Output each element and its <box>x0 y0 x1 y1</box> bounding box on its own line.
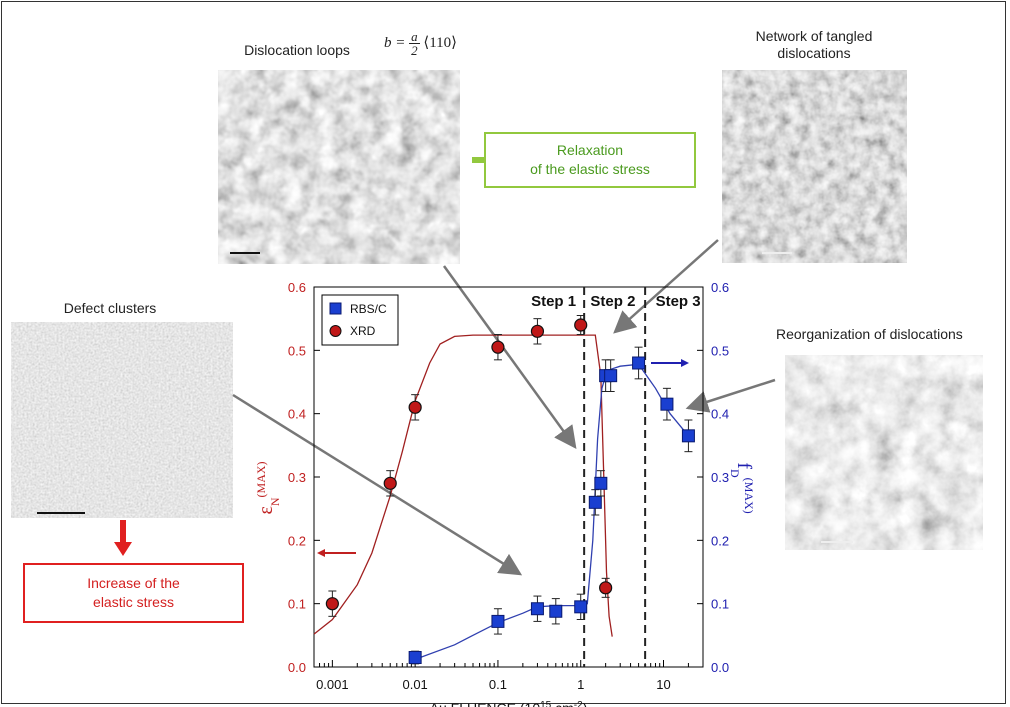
y-left-tick-label: 0.1 <box>288 597 306 612</box>
relaxation-line2: of the elastic stress <box>530 161 650 177</box>
y-left-tick-label: 0.2 <box>288 533 306 548</box>
burgers-vec: ⟨110⟩ <box>423 34 458 51</box>
y-right-axis-title-part: (MAX) <box>742 478 756 514</box>
defect-connector-arrow <box>232 393 523 576</box>
xrd-point <box>383 476 397 490</box>
y-left-axis-title-part: N <box>268 497 282 506</box>
y-right-tick-label: 0.6 <box>711 280 729 295</box>
increase-line2: elastic stress <box>93 594 174 610</box>
rbs-point <box>408 651 422 664</box>
rbs-point <box>660 397 674 411</box>
y-right-axis-title-part: D <box>728 469 742 478</box>
step-label: Step 1 <box>531 293 576 310</box>
rbs-point <box>530 602 544 616</box>
rbs-point <box>681 429 695 443</box>
x-axis-title-part: -2 <box>574 700 583 707</box>
y-left-tick-label: 0.6 <box>288 280 306 295</box>
dislocation-loops-micrograph <box>218 70 460 264</box>
y-right-tick-label: 0.0 <box>711 660 729 675</box>
x-tick-label: 0.01 <box>402 677 427 692</box>
x-tick-label: 0.001 <box>316 677 349 692</box>
x-tick-label: 0.1 <box>489 677 507 692</box>
y-right-axis-title: fD(MAX) <box>728 462 756 513</box>
x-tick-label: 1 <box>577 677 584 692</box>
xrd-point <box>408 400 422 414</box>
y-left-axis-title: εN(MAX) <box>254 461 282 514</box>
rbs-point <box>594 476 608 490</box>
xrd-point <box>599 581 613 595</box>
rbs-point <box>604 369 618 383</box>
y-right-tick-label: 0.2 <box>711 533 729 548</box>
legend-xrd-marker <box>329 325 342 337</box>
fit-curve-xrd <box>313 334 613 637</box>
rbs-point <box>491 614 505 628</box>
defect-clusters-micrograph <box>11 322 233 518</box>
network-connector-arrow <box>613 239 719 334</box>
xrd-point <box>325 597 339 611</box>
y-left-tick-label: 0.5 <box>288 343 306 358</box>
rbs-point <box>632 356 646 370</box>
y-right-tick-label: 0.5 <box>711 343 729 358</box>
burgers-num: a <box>409 29 420 44</box>
x-axis-title-part: cm <box>551 700 574 707</box>
y-left-axis-title-part: (MAX) <box>254 461 268 497</box>
xrd-point <box>530 324 545 338</box>
x-axis-title: Au FLUENCE (1015 cm-2) <box>430 700 588 707</box>
red-arrow-icon <box>114 520 132 556</box>
y-right-tick-label: 0.4 <box>711 407 729 422</box>
step-label: Step 3 <box>656 293 701 310</box>
loops-connector-arrow <box>442 265 577 450</box>
x-axis-title-part: Au FLUENCE (10 <box>430 700 541 707</box>
reorg-connector-arrow <box>685 378 776 413</box>
increase-line1: Increase of the <box>87 575 180 591</box>
y-right-tick-label: 0.3 <box>711 470 729 485</box>
relaxation-line1: Relaxation <box>556 142 624 158</box>
relaxation-box: Relaxation of the elastic stress <box>484 132 696 188</box>
increase-box: Increase of the elastic stress <box>23 563 244 623</box>
y-left-axis-title-part: ε <box>255 506 277 514</box>
rbs-point <box>549 604 563 618</box>
rbs-point <box>588 495 602 509</box>
step-label: Step 2 <box>590 293 635 310</box>
network-micrograph <box>722 70 907 263</box>
defect-clusters-label: Defect clusters <box>63 300 157 316</box>
right-axis-arrowhead <box>681 359 689 367</box>
xrd-point <box>491 340 505 354</box>
burgers-lhs: b = <box>384 34 406 51</box>
x-axis-title-part: ) <box>583 700 588 707</box>
legend-xrd-label: XRD <box>350 324 376 338</box>
y-left-tick-label: 0.3 <box>288 470 306 485</box>
y-right-axis-title-part: f <box>733 462 755 469</box>
network-label: Network of tangled dislocations <box>724 28 904 62</box>
y-left-tick-label: 0.4 <box>288 407 306 422</box>
rbs-point <box>574 600 588 614</box>
network-line1: Network of tangled <box>755 28 873 44</box>
dislocation-loops-label: Dislocation loops <box>244 42 350 58</box>
x-axis-title-part: 15 <box>540 700 552 707</box>
legend-rbs-marker <box>329 302 342 315</box>
reorganization-micrograph <box>785 355 983 550</box>
xrd-point <box>574 318 588 332</box>
y-right-tick-label: 0.1 <box>711 597 729 612</box>
x-tick-label: 10 <box>656 677 670 692</box>
network-line2: dislocations <box>777 45 851 61</box>
left-axis-arrowhead <box>317 549 325 557</box>
burgers-den: 2 <box>411 43 418 58</box>
legend-rbs-label: RBS/C <box>350 302 387 316</box>
reorganization-label: Reorganization of dislocations <box>776 326 963 342</box>
y-left-tick-label: 0.0 <box>288 660 306 675</box>
